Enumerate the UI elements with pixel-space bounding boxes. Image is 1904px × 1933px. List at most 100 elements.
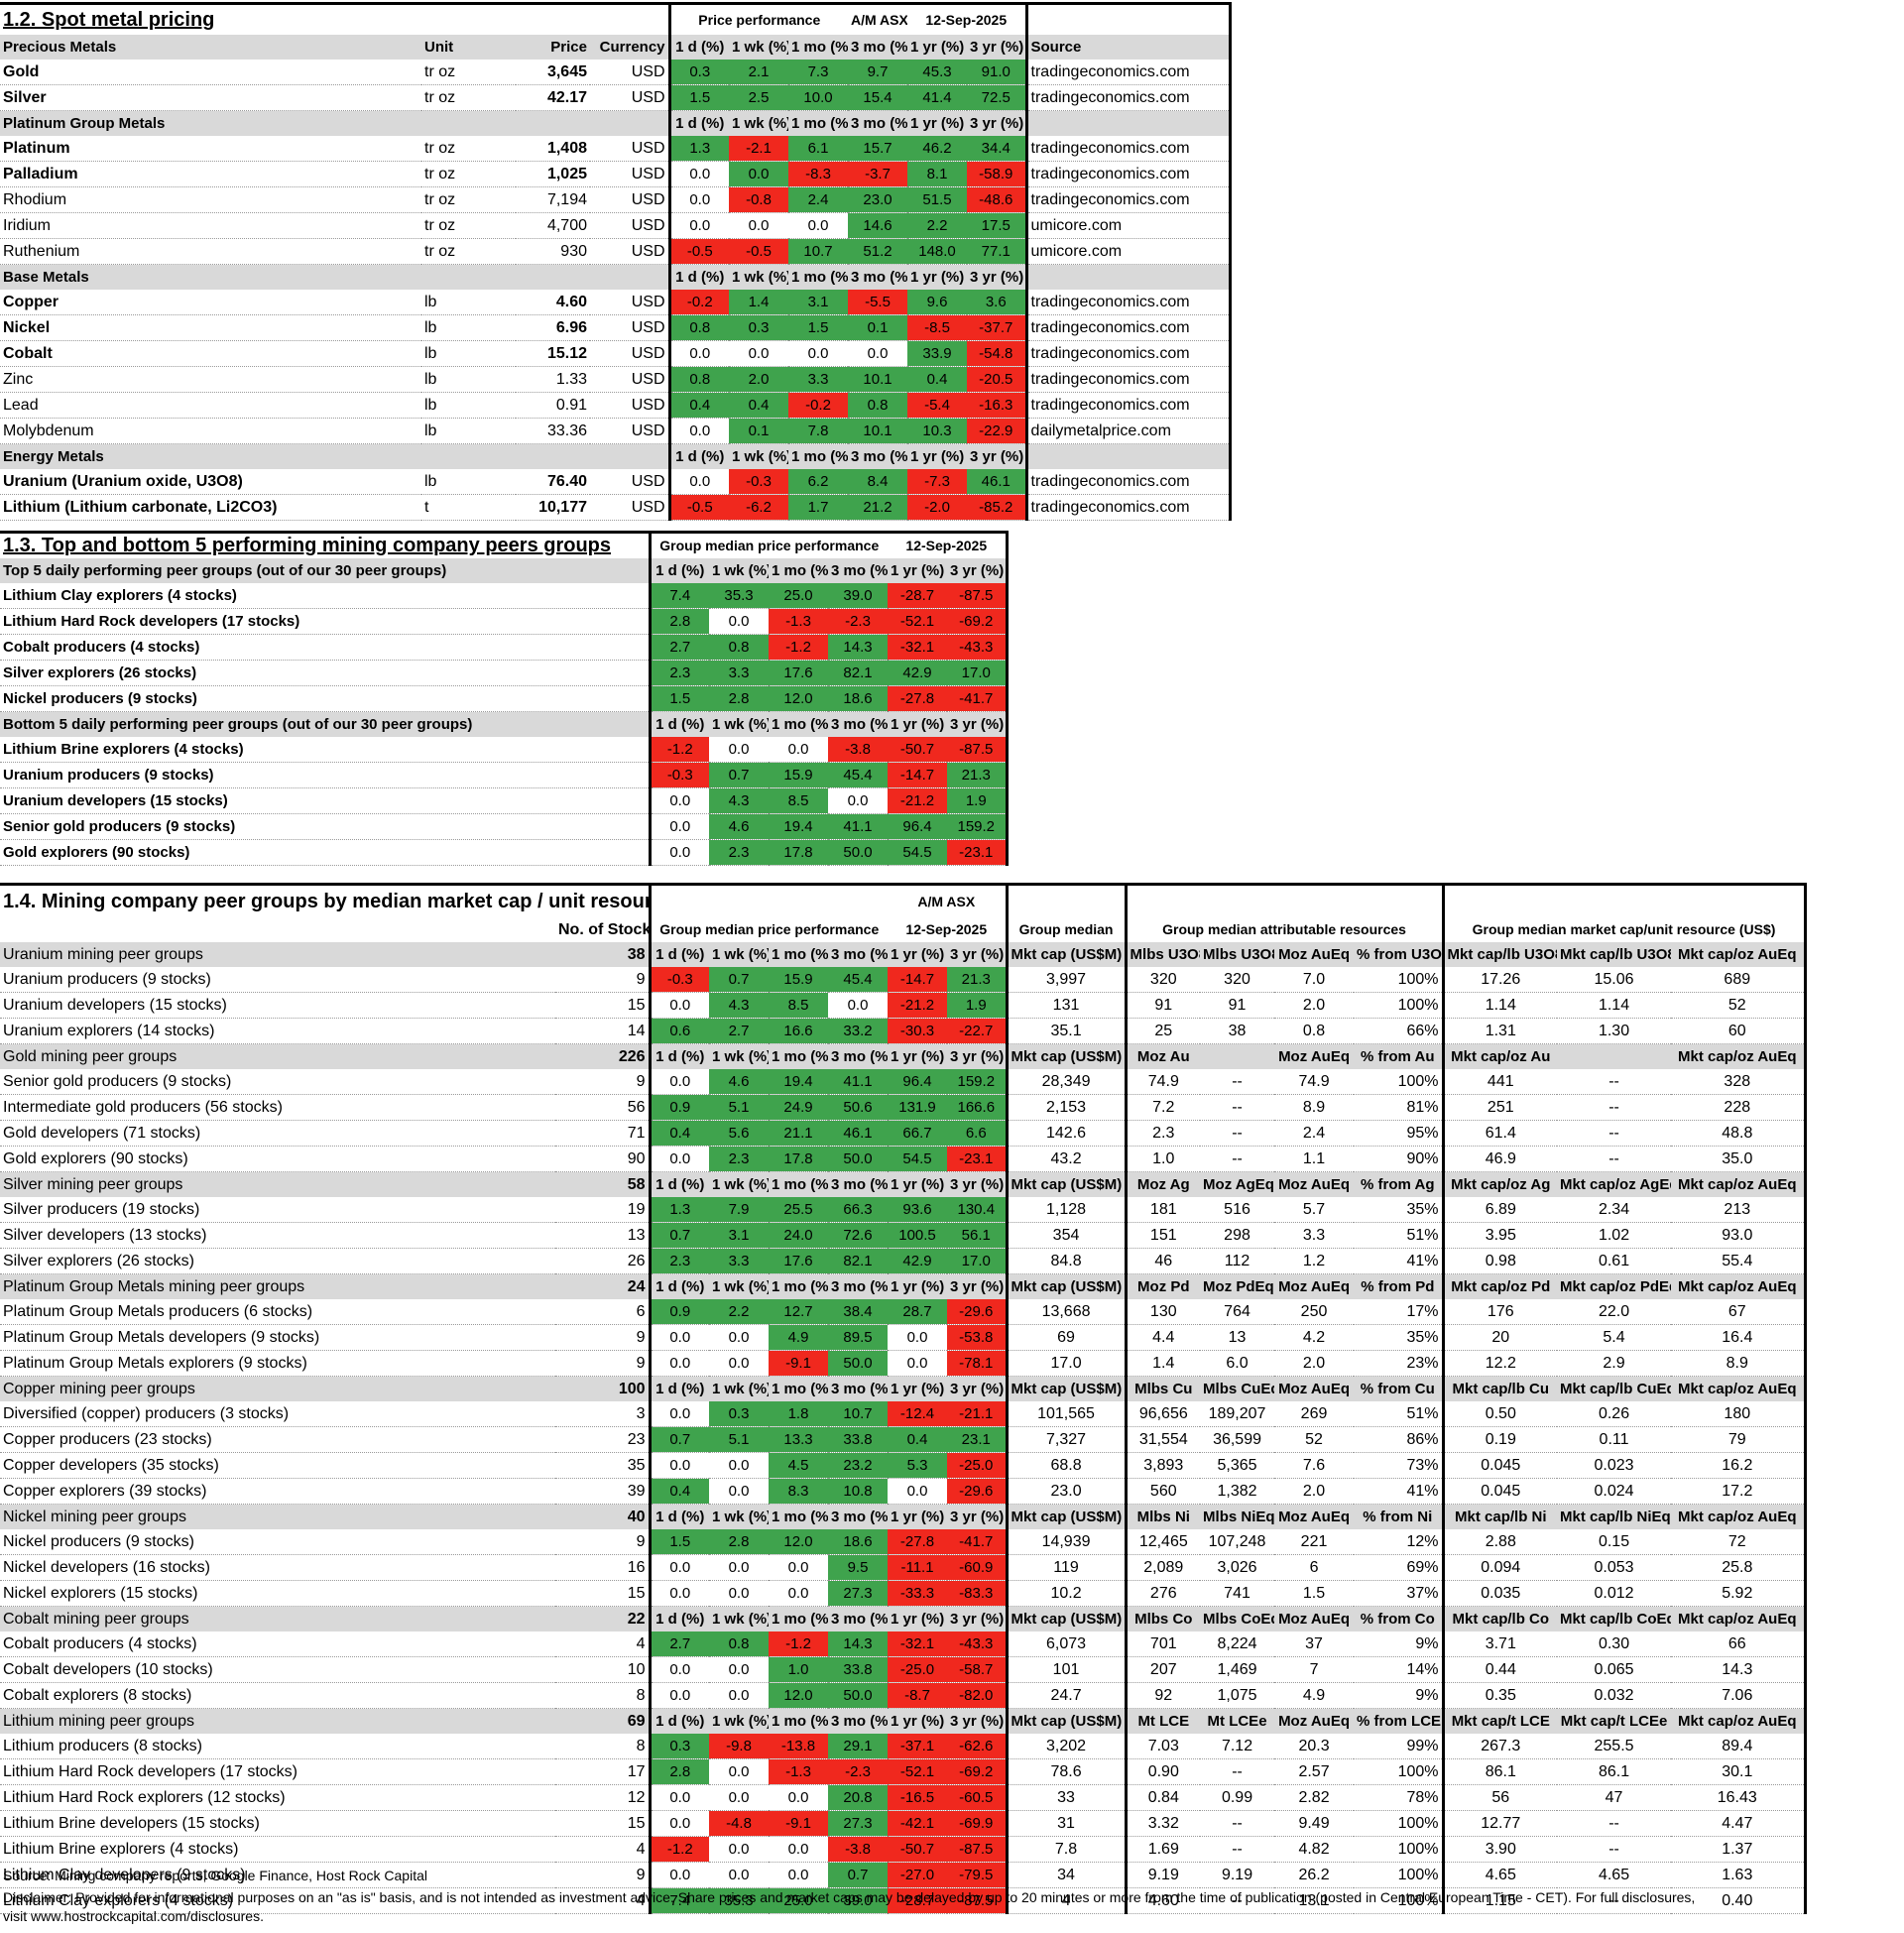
- resource-value: 1.4: [1124, 1350, 1201, 1377]
- peer-group-name: Copper developers (35 stocks): [0, 1452, 555, 1479]
- perf-cell: 0.0: [709, 1862, 770, 1888]
- perf-cell: 0.4: [648, 1478, 710, 1505]
- perf-cell: 0.0: [648, 1682, 710, 1709]
- perf-cell: 0.0: [667, 212, 730, 239]
- perf-cell: 12.0: [769, 1682, 829, 1709]
- perf-cell: 10.1: [848, 366, 908, 393]
- perf-cell: 0.8: [709, 1631, 770, 1657]
- blank: [516, 110, 590, 136]
- perf-cell: 0.0: [648, 1401, 710, 1427]
- perf-cell: 0.0: [648, 1862, 710, 1888]
- cap-column-header: Mkt cap/lb Co: [1441, 1606, 1558, 1631]
- resource-value: 74.9: [1124, 1069, 1201, 1095]
- market-cap: 43.2: [1005, 1146, 1127, 1172]
- cap-unit-value: 12.2: [1441, 1350, 1558, 1377]
- perf-cell: -69.2: [947, 608, 1009, 635]
- stock-count: 9: [555, 967, 651, 993]
- resource-value: 66%: [1354, 1018, 1444, 1044]
- market-cap: 10.2: [1005, 1580, 1127, 1607]
- perf-cell: 3.1: [788, 290, 849, 315]
- unit: lb: [421, 418, 516, 444]
- cap-unit-value: 1.15: [1441, 1887, 1558, 1914]
- perf-cell: 2.3: [648, 1248, 710, 1274]
- resource-value: 2.82: [1274, 1784, 1355, 1811]
- peer-family-header: Copper mining peer groups 100 1 d (%) 1 wk …: [0, 1376, 1807, 1401]
- cap-unit-value: 4.65: [1441, 1862, 1558, 1888]
- perf-cell: 9.6: [907, 290, 968, 315]
- resource-value: --: [1200, 1120, 1275, 1147]
- market-cap: 35.1: [1005, 1018, 1127, 1044]
- peer-group-name: Intermediate gold producers (56 stocks): [0, 1094, 555, 1121]
- resource-value: 1.1: [1274, 1146, 1355, 1172]
- market-cap: 23.0: [1005, 1478, 1127, 1505]
- perf-column-header: 3 mo (%): [828, 558, 889, 583]
- cap-unit-value: 0.19: [1441, 1426, 1558, 1453]
- source: tradingeconomics.com: [1024, 161, 1232, 187]
- resource-column-header: % from Co: [1354, 1606, 1444, 1631]
- resource-column-header: Mlbs U3O8: [1124, 942, 1201, 967]
- perf-cell: -22.7: [947, 1018, 1008, 1044]
- metal-row: Ruthenium tr oz 930 USD -0.5 -0.5 10.7 51.2 148.…: [0, 238, 1232, 265]
- perf-column-header: 1 mo (%): [788, 264, 849, 290]
- resources-title: Group median attributable resources: [1124, 917, 1444, 942]
- peer-family-count: 100: [555, 1376, 651, 1401]
- unit: tr oz: [421, 136, 516, 162]
- market-cap: 142.6: [1005, 1120, 1127, 1147]
- blank: [421, 443, 516, 469]
- cap-unit-value: 0.065: [1557, 1656, 1672, 1683]
- market-cap: 131: [1005, 992, 1127, 1019]
- peer-group-row: Intermediate gold producers (56 stocks) 5…: [0, 1094, 1807, 1121]
- market-cap: 33: [1005, 1784, 1127, 1811]
- perf-cell: 66.3: [828, 1197, 889, 1223]
- perf-cell: -32.1: [888, 634, 948, 661]
- cap-unit-value: 3.71: [1441, 1631, 1558, 1657]
- cap-column-header: Mkt cap/lb U3O8: [1441, 942, 1558, 967]
- cap-unit-value: 48.8: [1671, 1120, 1807, 1147]
- perf-cell: 131.9: [888, 1094, 948, 1121]
- perf-cell: -27.8: [888, 685, 948, 712]
- market-cap: 3,997: [1005, 967, 1127, 993]
- perf-cell: -52.1: [888, 608, 948, 635]
- perf-cell: -0.5: [729, 238, 789, 265]
- perf-column-header: 3 mo (%): [828, 1504, 889, 1529]
- perf-cell: 10.8: [828, 1478, 889, 1505]
- peer-family-count: 69: [555, 1708, 651, 1734]
- cap-unit-value: 5.4: [1557, 1324, 1672, 1351]
- cap-unit-value: 52: [1671, 992, 1807, 1019]
- perf-column-header: 3 mo (%): [828, 1376, 889, 1401]
- blank: [648, 883, 889, 917]
- resource-column-header: Mlbs Ni: [1124, 1504, 1201, 1529]
- exchange-label: A/M ASX: [888, 883, 1008, 917]
- resource-value: 320: [1124, 967, 1201, 993]
- group-header: Base Metals: [0, 264, 421, 290]
- perf-cell: 27.3: [828, 1580, 889, 1607]
- perf-cell: 7.9: [709, 1197, 770, 1223]
- cap-column-header: Mkt cap/oz AuEq: [1671, 942, 1807, 967]
- cap-column-header: Mkt cap/oz AuEq: [1671, 1504, 1807, 1529]
- market-cap: 7,327: [1005, 1426, 1127, 1453]
- market-cap: 1,128: [1005, 1197, 1127, 1223]
- perf-cell: 0.0: [648, 1452, 710, 1479]
- perf-cell: 2.2: [907, 212, 968, 239]
- perf-column-header: 1 d (%): [648, 1708, 710, 1734]
- cap-column-header: Mkt cap/lb Cu: [1441, 1376, 1558, 1401]
- perf-cell: 0.0: [709, 1836, 770, 1863]
- stock-count: 10: [555, 1656, 651, 1683]
- market-cap: 119: [1005, 1554, 1127, 1581]
- unit: tr oz: [421, 212, 516, 239]
- cap-unit-value: 0.045: [1441, 1452, 1558, 1479]
- cap-column-header: Mkt cap/oz AuEq: [1671, 1606, 1807, 1631]
- perf-column-header: 1 mo (%): [769, 1273, 829, 1299]
- perf-cell: -23.1: [947, 839, 1009, 866]
- perf-cell: 1.4: [729, 290, 789, 315]
- blank: [590, 264, 670, 290]
- cap-unit-value: 86.1: [1557, 1758, 1672, 1785]
- unit: tr oz: [421, 60, 516, 85]
- blank: [1024, 110, 1232, 136]
- perf-cell: 5.1: [709, 1094, 770, 1121]
- stock-count: 4: [555, 1631, 651, 1657]
- perf-cell: -7.3: [907, 469, 968, 495]
- perf-title: Group median price performance: [648, 917, 889, 942]
- peer-group-name: Lithium Clay explorers (4 stocks): [0, 1887, 555, 1914]
- perf-cell: 50.0: [828, 1146, 889, 1172]
